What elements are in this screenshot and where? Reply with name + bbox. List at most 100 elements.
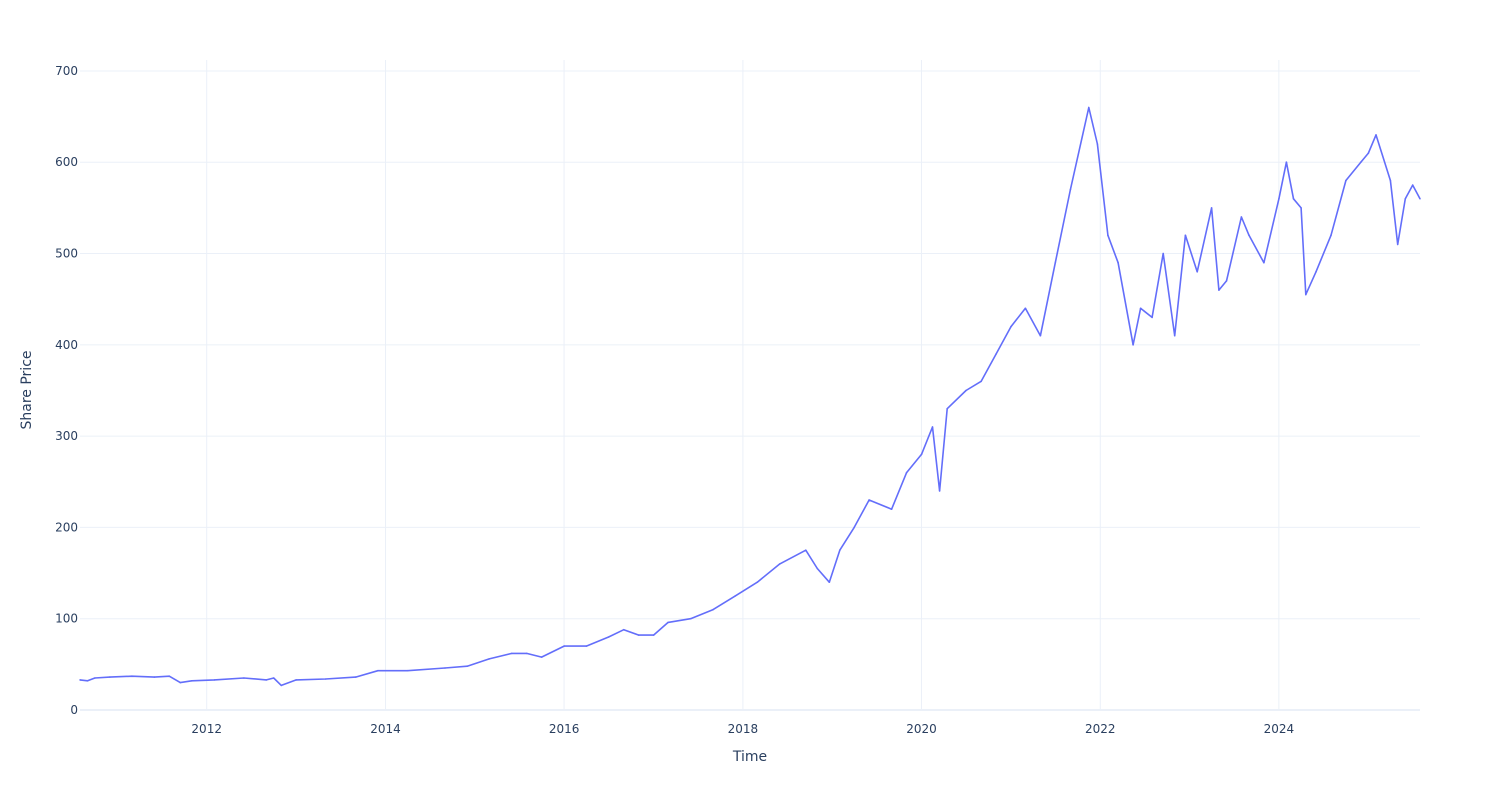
- data-point: [168, 675, 171, 677]
- data-point: [1411, 184, 1414, 186]
- data-point: [1225, 280, 1228, 282]
- y-tick-label: 400: [55, 338, 78, 352]
- data-point: [1330, 234, 1332, 237]
- y-tick-label: 200: [55, 520, 78, 534]
- data-point: [1196, 271, 1198, 273]
- data-point: [1210, 207, 1213, 209]
- data-point: [652, 634, 655, 636]
- data-point: [607, 636, 610, 638]
- data-point: [1162, 252, 1164, 255]
- data-point: [79, 679, 81, 681]
- x-axis-title: Time: [732, 749, 767, 765]
- data-point: [623, 628, 625, 631]
- data-point: [1151, 316, 1153, 319]
- data-point: [1184, 234, 1187, 237]
- data-point: [756, 581, 759, 583]
- data-point: [1375, 134, 1377, 136]
- data-point: [1305, 293, 1307, 296]
- data-point: [466, 665, 469, 667]
- data-point: [295, 679, 298, 681]
- data-point: [377, 669, 379, 672]
- data-point: [816, 567, 819, 570]
- data-point: [920, 453, 923, 456]
- data-point: [86, 680, 89, 682]
- x-tick-label: 2018: [728, 722, 759, 736]
- data-point: [1292, 198, 1295, 200]
- data-point: [839, 549, 841, 551]
- data-point: [1107, 234, 1109, 237]
- data-point: [779, 563, 781, 565]
- x-tick-label: 2014: [370, 722, 401, 736]
- data-point: [94, 677, 96, 679]
- data-layer: [79, 106, 1421, 687]
- data-point: [667, 621, 669, 624]
- data-point: [1360, 161, 1362, 163]
- data-point: [354, 676, 357, 678]
- data-point: [712, 608, 714, 611]
- y-tick-label: 0: [70, 703, 78, 717]
- data-point: [946, 407, 948, 410]
- data-point: [131, 675, 133, 677]
- data-point: [540, 656, 543, 658]
- data-point: [868, 499, 870, 501]
- x-tick-label: 2020: [906, 722, 937, 736]
- data-point: [1300, 207, 1302, 209]
- data-point: [280, 684, 283, 687]
- axis-layer: 0 100 200 300 400 500 600 700 2012 2014 2016 2018 20…: [55, 64, 1294, 736]
- data-point: [637, 634, 640, 636]
- y-tick-label: 300: [55, 429, 78, 443]
- data-point: [243, 677, 245, 679]
- data-point: [938, 490, 941, 492]
- data-point: [965, 389, 967, 392]
- data-point: [213, 679, 216, 681]
- data-point: [585, 645, 588, 647]
- data-point: [272, 677, 275, 679]
- data-point: [525, 652, 528, 655]
- data-point: [1024, 307, 1027, 310]
- data-point: [1069, 188, 1072, 191]
- data-point: [689, 617, 692, 620]
- grid-layer: [80, 60, 1420, 711]
- data-point: [1367, 152, 1370, 154]
- data-point: [406, 669, 409, 672]
- y-tick-label: 700: [55, 64, 78, 78]
- data-point: [1054, 261, 1057, 264]
- data-point: [890, 508, 893, 511]
- data-point: [153, 676, 156, 678]
- y-tick-label: 500: [55, 247, 78, 261]
- x-tick-label: 2016: [549, 722, 580, 736]
- x-tick-label: 2012: [191, 722, 222, 736]
- x-tick-label: 2024: [1264, 722, 1295, 736]
- data-point: [734, 595, 737, 597]
- data-point: [1345, 179, 1347, 182]
- x-tick-label: 2022: [1085, 722, 1116, 736]
- data-point: [1419, 198, 1421, 200]
- data-point: [265, 679, 268, 681]
- data-point: [1010, 325, 1012, 328]
- data-point: [1088, 106, 1090, 109]
- data-point: [191, 680, 193, 682]
- data-point: [1278, 198, 1280, 200]
- data-point: [1240, 216, 1243, 218]
- data-point: [1096, 143, 1099, 145]
- data-point: [1404, 198, 1407, 200]
- data-point: [1315, 271, 1317, 273]
- data-point: [805, 549, 807, 551]
- data-point: [179, 681, 182, 684]
- y-tick-label: 100: [55, 612, 78, 626]
- y-axis-title: Share Price: [19, 350, 35, 429]
- data-point: [1263, 261, 1265, 264]
- data-point: [905, 471, 908, 474]
- data-point: [980, 380, 982, 383]
- data-point: [1285, 161, 1288, 163]
- data-point: [510, 652, 513, 655]
- data-point: [1139, 307, 1142, 310]
- data-point: [1389, 179, 1392, 182]
- data-point: [1396, 243, 1399, 246]
- data-point: [563, 645, 565, 647]
- data-point: [853, 526, 855, 529]
- data-point: [488, 658, 491, 660]
- data-point: [324, 678, 327, 680]
